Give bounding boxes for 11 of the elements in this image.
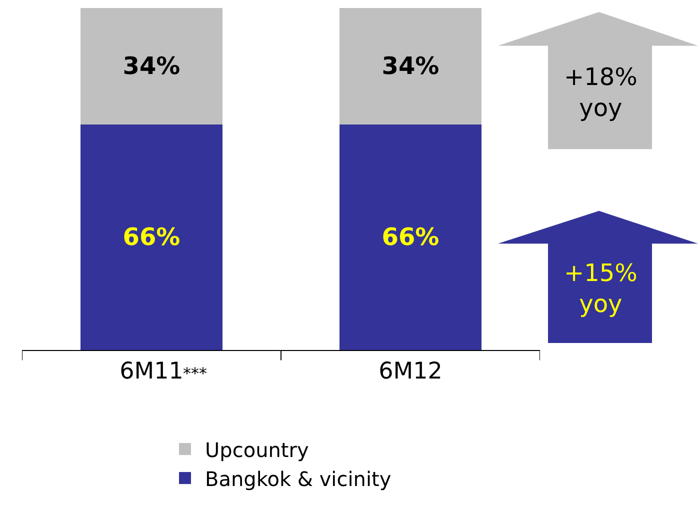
data-label: 34% [122, 52, 180, 80]
legend-label: Bangkok & vicinity [205, 466, 392, 491]
data-label: 66% [122, 223, 180, 252]
legend-label: Upcountry [205, 438, 309, 462]
data-label: 66% [382, 223, 440, 252]
data-label: 34% [382, 52, 440, 80]
text: +18% yoy [564, 63, 638, 122]
text: *** [183, 364, 207, 383]
x-tick-label: 6M11 [120, 358, 184, 385]
text: +15% yoy [564, 259, 638, 318]
x-tick-label: 6M12 [378, 358, 442, 385]
